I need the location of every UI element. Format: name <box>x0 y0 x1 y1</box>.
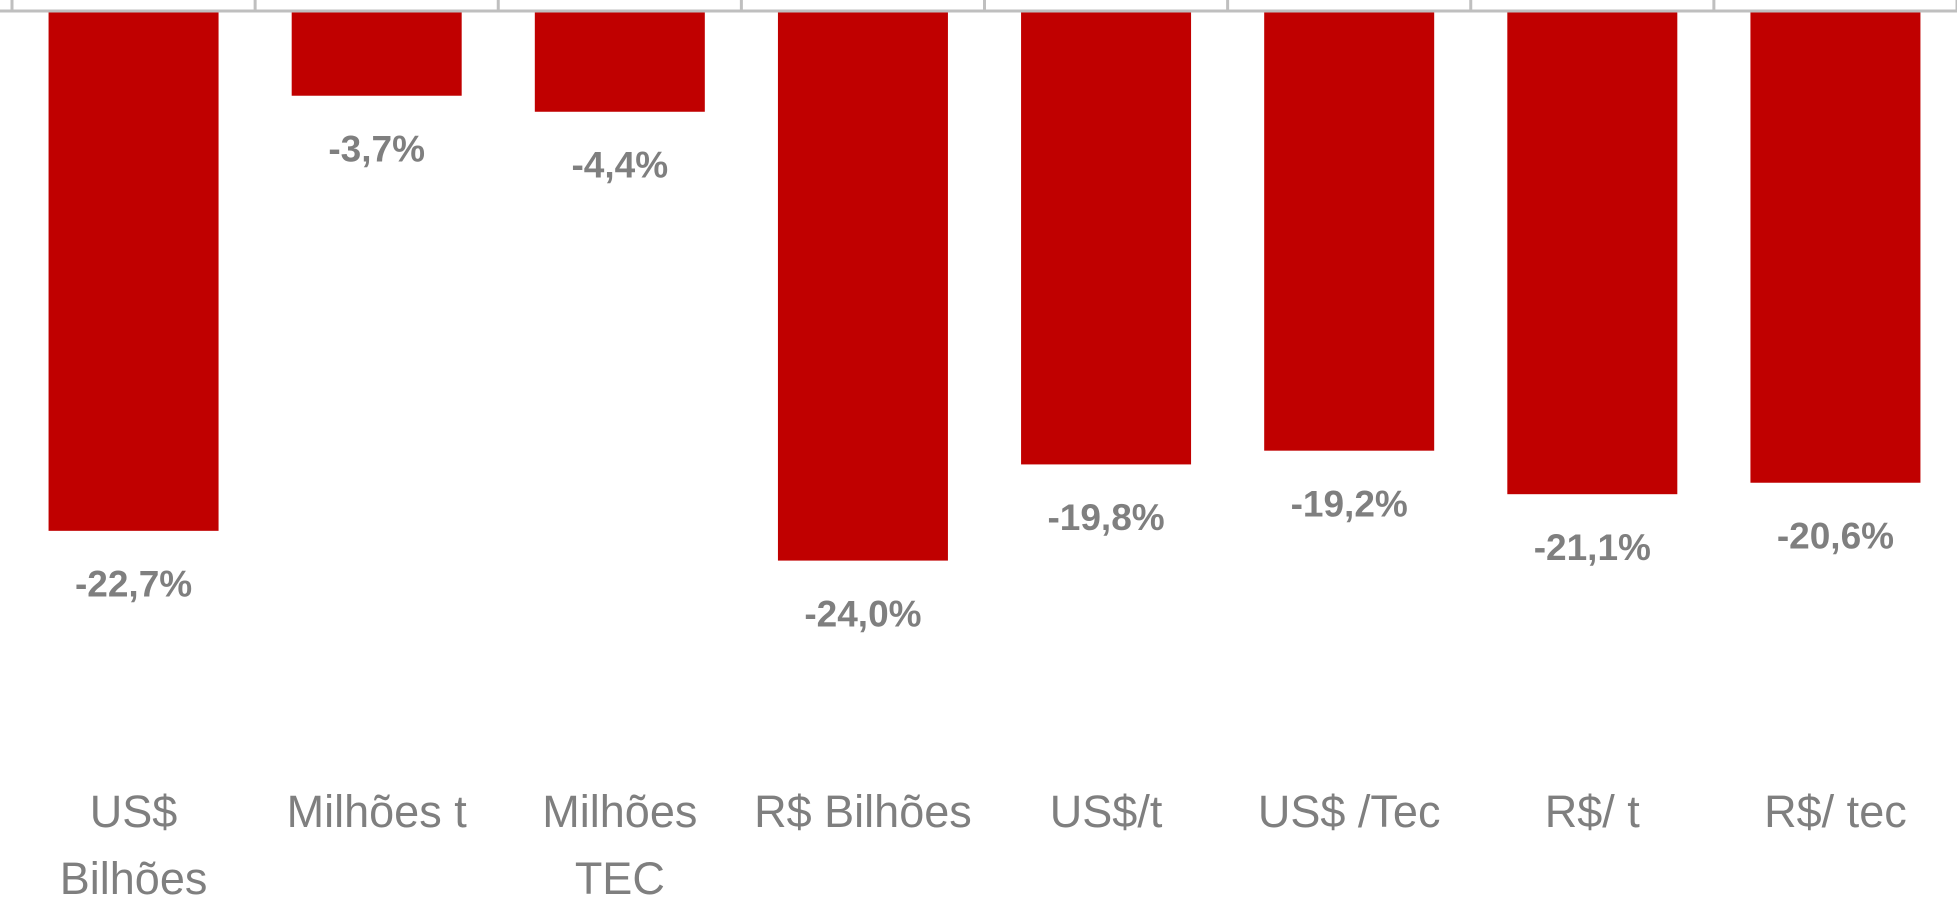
value-label: -3,7% <box>328 129 425 170</box>
x-tick-label: US$ Bilhões <box>60 786 208 900</box>
x-tick-label: R$/ t <box>1545 786 1641 837</box>
value-label: -24,0% <box>804 593 921 634</box>
bar <box>1021 11 1192 465</box>
value-label: -4,4% <box>571 145 668 186</box>
bar <box>1264 11 1435 451</box>
x-tick-label: US$ /Tec <box>1258 786 1441 837</box>
bar <box>777 11 948 561</box>
bar <box>291 11 462 96</box>
x-tick-label: US$/t <box>1050 786 1163 837</box>
value-label: -19,8% <box>1047 497 1164 538</box>
value-label: -22,7% <box>75 564 192 605</box>
value-label: -19,2% <box>1291 483 1408 524</box>
x-tick-label: Milhões t <box>287 786 468 837</box>
x-tick-label: Milhões TEC <box>542 786 697 900</box>
value-label: -20,6% <box>1777 516 1894 557</box>
bar <box>48 11 219 531</box>
bar <box>1750 11 1921 483</box>
bar <box>534 11 705 112</box>
x-tick-label: R$/ tec <box>1764 786 1907 837</box>
bar <box>1507 11 1678 495</box>
value-label: -21,1% <box>1534 527 1651 568</box>
x-tick-label: R$ Bilhões <box>754 786 972 837</box>
